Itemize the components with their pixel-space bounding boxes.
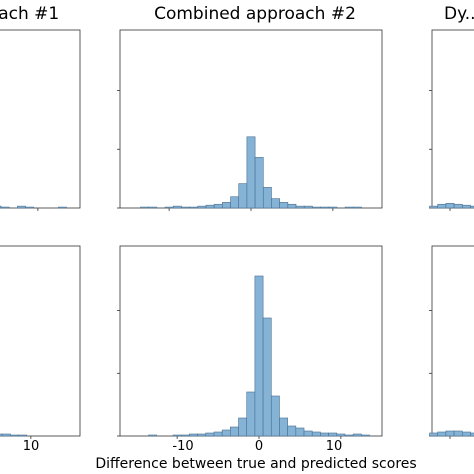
histogram-bar bbox=[453, 430, 463, 437]
histogram-bar bbox=[140, 206, 149, 209]
panel-frame bbox=[0, 29, 81, 209]
histogram-bar bbox=[361, 434, 370, 437]
histogram-bar bbox=[429, 205, 439, 209]
histogram-bar bbox=[246, 391, 256, 437]
histogram-bar bbox=[320, 206, 330, 209]
histogram-bar bbox=[238, 183, 248, 209]
histogram-bar bbox=[213, 431, 223, 437]
x-axis-label: Difference between true and predicted sc… bbox=[95, 456, 416, 472]
histogram-bar bbox=[197, 205, 207, 209]
histogram-bar bbox=[445, 430, 455, 437]
histogram-bar bbox=[148, 206, 158, 209]
x-tick-label-left-10: 10 bbox=[23, 439, 40, 454]
histogram-bar bbox=[189, 433, 198, 437]
x-tick-label-10: 10 bbox=[326, 439, 343, 454]
x-tick-label-minus-10: -10 bbox=[172, 439, 193, 454]
histogram-bar bbox=[230, 196, 240, 209]
panel-frame bbox=[431, 245, 474, 437]
histogram-bar bbox=[344, 206, 354, 209]
histogram-bar bbox=[213, 203, 223, 209]
panel-top-right bbox=[429, 29, 474, 211]
panel-frame bbox=[0, 245, 81, 437]
title-middle-panel: Combined approach #2 bbox=[154, 4, 356, 24]
histogram-bar bbox=[18, 434, 28, 437]
histogram-bar bbox=[453, 203, 463, 209]
histogram-bar bbox=[164, 206, 174, 209]
panel-top-middle bbox=[117, 29, 383, 211]
histogram-bar bbox=[303, 430, 313, 437]
histogram-bar bbox=[311, 431, 321, 437]
histogram-bar bbox=[254, 157, 264, 209]
panel-bottom-left bbox=[0, 245, 81, 439]
panel-top-left bbox=[0, 29, 81, 211]
histogram-bar bbox=[0, 433, 3, 437]
histogram-bar bbox=[336, 433, 346, 437]
histogram-bar bbox=[189, 206, 199, 209]
histogram-bar bbox=[271, 198, 280, 209]
histogram-bar bbox=[180, 434, 190, 437]
histogram-bar bbox=[254, 275, 264, 437]
histogram-bar bbox=[437, 431, 447, 437]
histogram-bar bbox=[10, 434, 19, 437]
histogram-bar bbox=[303, 205, 313, 209]
histogram-bar bbox=[181, 206, 190, 209]
histogram-bar bbox=[148, 434, 157, 437]
histogram-bar bbox=[221, 429, 231, 437]
histogram-bar bbox=[461, 204, 471, 209]
histogram-bar bbox=[197, 433, 207, 437]
histogram-bar bbox=[344, 434, 354, 437]
histogram-bar bbox=[312, 206, 321, 209]
histogram-bar bbox=[58, 206, 67, 209]
histogram-bar bbox=[205, 204, 215, 209]
histogram-bar bbox=[320, 432, 329, 437]
histogram-bar bbox=[353, 206, 362, 209]
histogram-bar bbox=[328, 206, 338, 209]
histogram-bar bbox=[279, 202, 289, 209]
histogram-bar bbox=[238, 417, 248, 437]
histogram-bar bbox=[270, 395, 280, 437]
histogram-bar bbox=[461, 431, 471, 437]
panel-frame bbox=[431, 29, 474, 209]
histogram-bar bbox=[17, 205, 26, 209]
histogram-bar bbox=[1, 433, 11, 437]
histogram-bar bbox=[470, 205, 474, 209]
histogram-bar bbox=[172, 205, 182, 209]
panel-bottom-right bbox=[429, 245, 474, 439]
histogram-bar bbox=[470, 432, 474, 437]
title-right-panel: Dy... bbox=[444, 4, 474, 24]
histogram-bar bbox=[437, 203, 447, 209]
histogram-bar bbox=[295, 427, 305, 437]
title-left-panel: ...ach #1 bbox=[0, 4, 59, 24]
histogram-bar bbox=[352, 433, 362, 437]
histogram-bar bbox=[230, 426, 239, 437]
histogram-bar bbox=[262, 187, 272, 209]
histogram-bar bbox=[172, 434, 182, 437]
histogram-bar bbox=[222, 202, 231, 209]
histogram-bar bbox=[246, 136, 256, 209]
histogram-bar bbox=[429, 432, 439, 437]
histogram-bar bbox=[287, 203, 297, 209]
histogram-bar bbox=[279, 417, 288, 437]
histogram-bar bbox=[328, 432, 338, 437]
x-tick-label-0: 0 bbox=[255, 439, 263, 454]
panel-bottom-middle bbox=[117, 245, 383, 439]
histogram-bar bbox=[287, 425, 297, 437]
histogram-bar bbox=[445, 203, 455, 209]
histogram-bar bbox=[262, 317, 272, 437]
histogram-bar bbox=[205, 432, 215, 437]
histogram-bar bbox=[0, 206, 10, 209]
histogram-bar bbox=[295, 205, 305, 209]
histogram-bar bbox=[25, 206, 35, 209]
